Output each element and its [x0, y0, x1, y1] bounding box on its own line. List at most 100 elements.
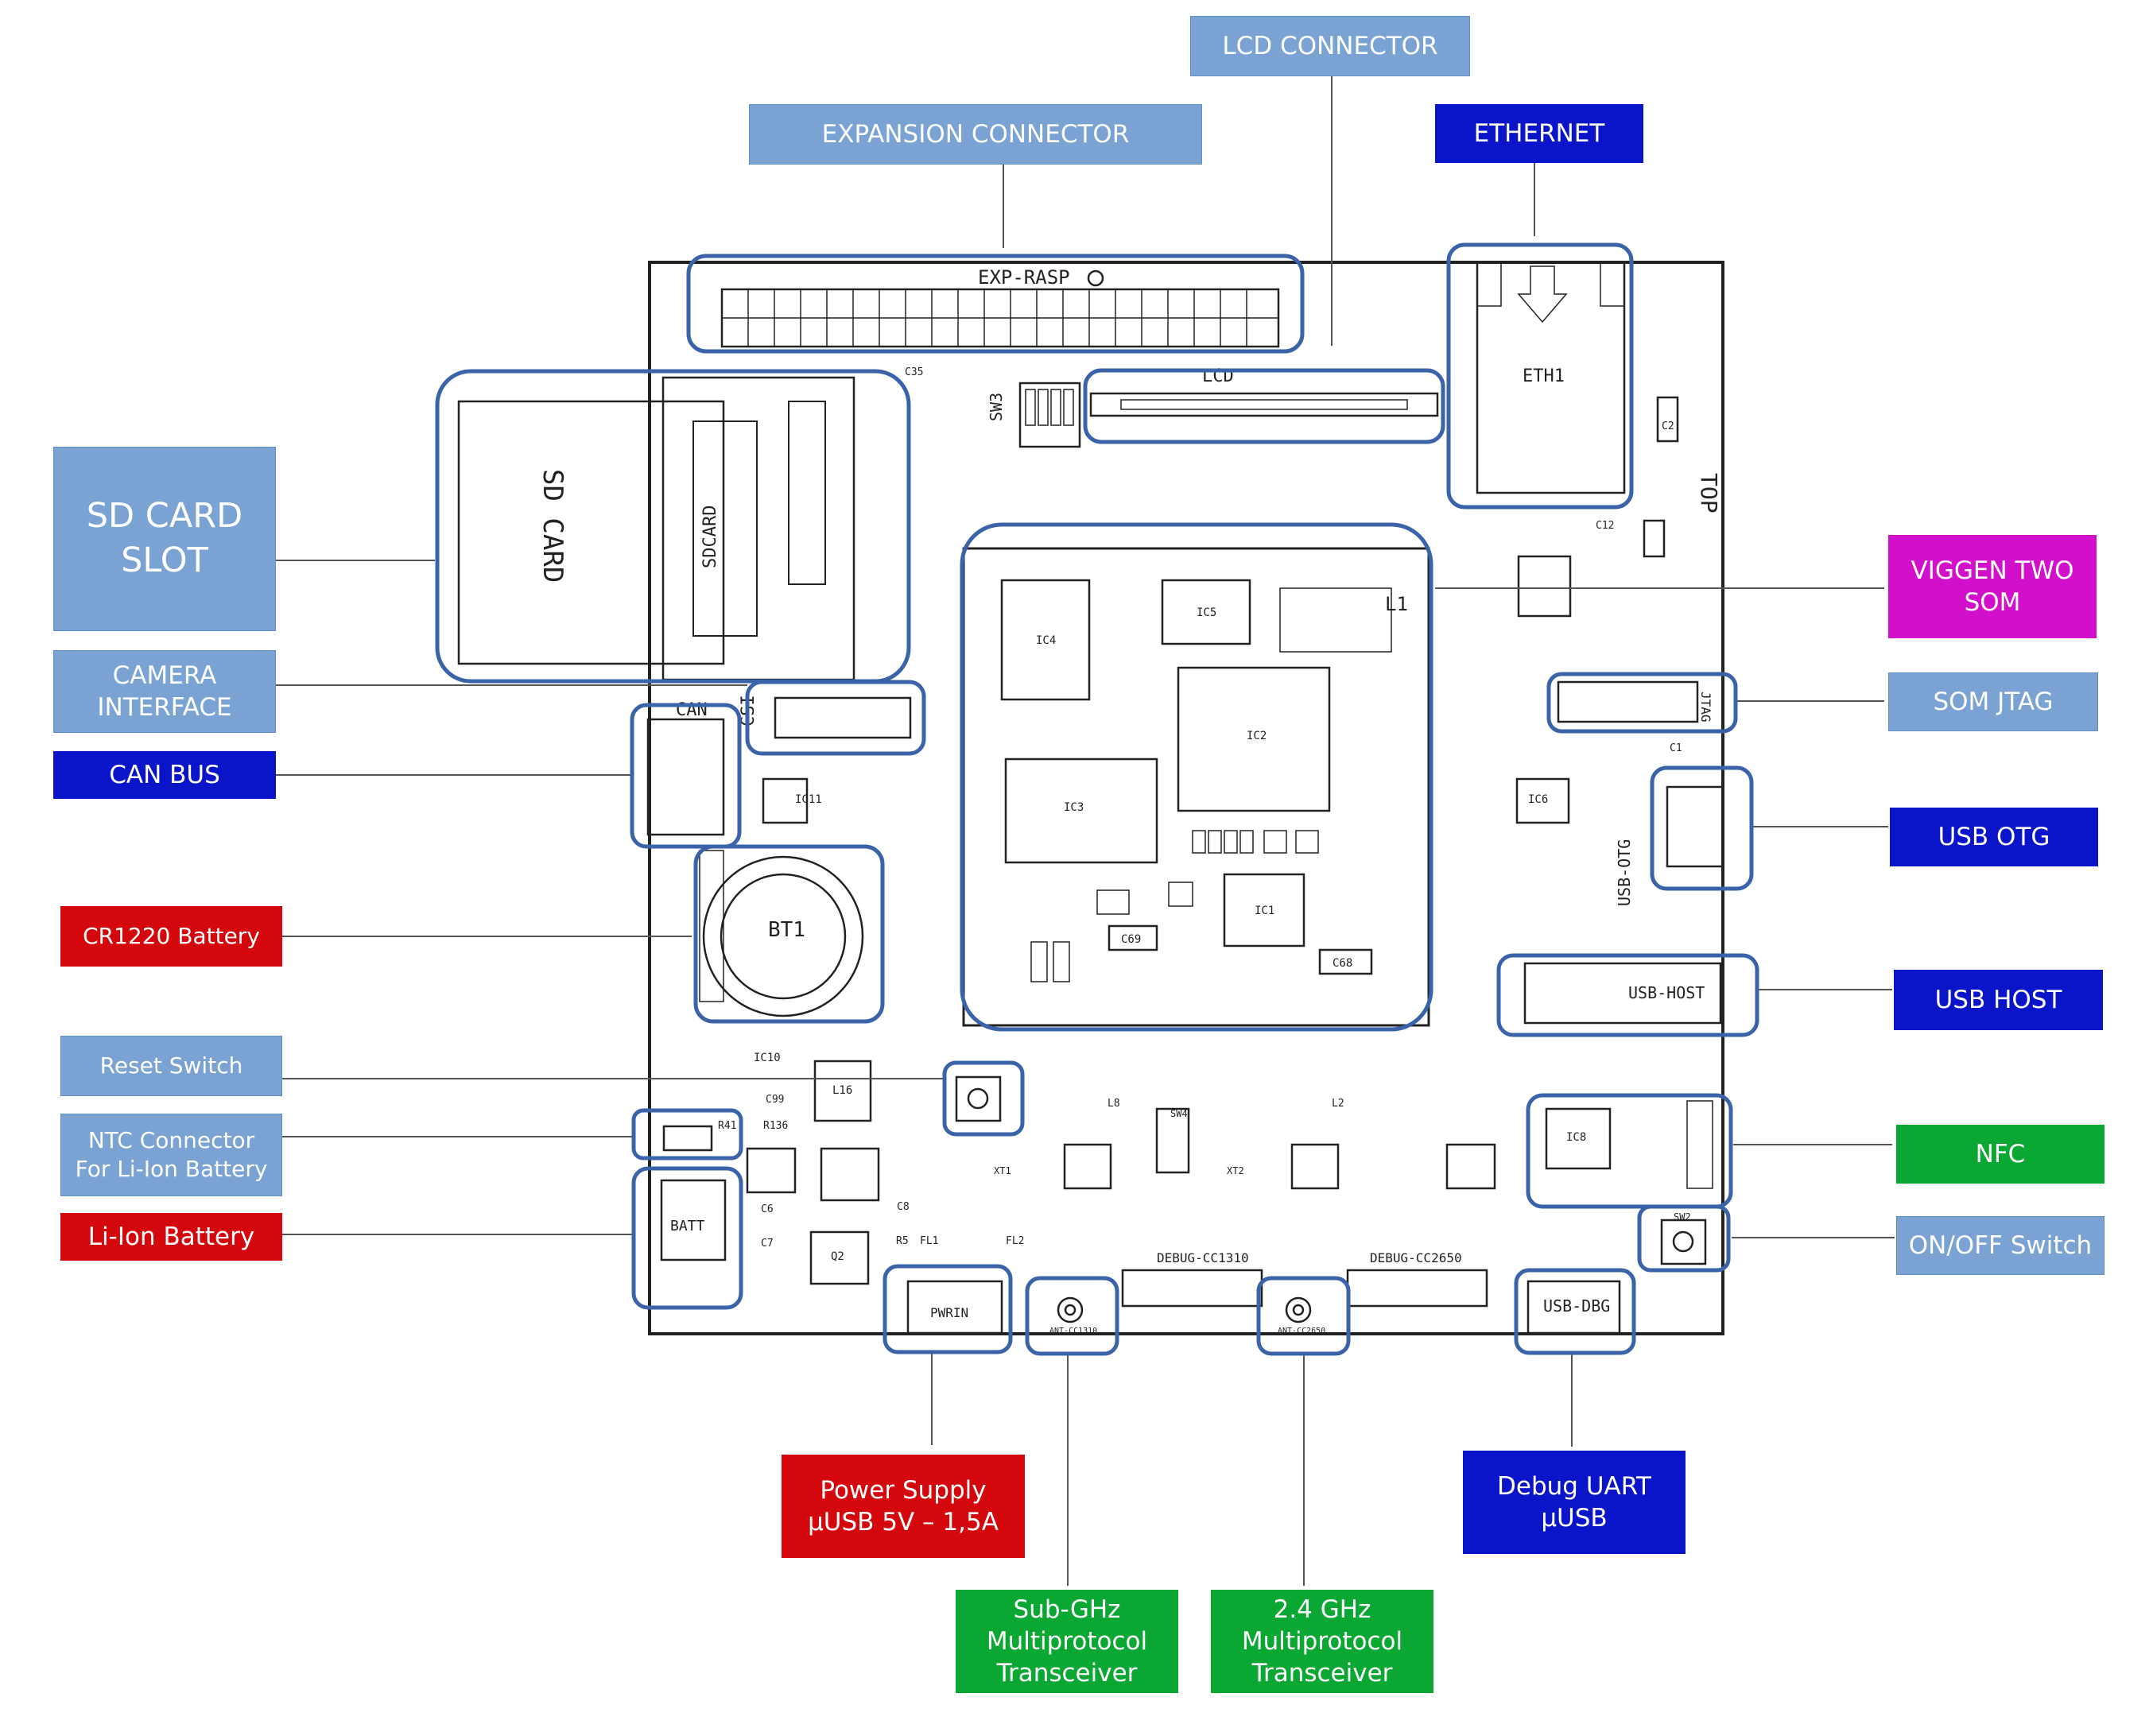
silk-ic1: IC1	[1255, 905, 1274, 917]
ant-cc1310-body	[1057, 1296, 1084, 1323]
ant-cc2650-body	[1285, 1296, 1312, 1323]
silk-c2: C2	[1662, 420, 1674, 432]
sw2-body	[1660, 1219, 1707, 1265]
silk-ic4: IC4	[1036, 634, 1056, 647]
hl-power	[883, 1264, 1013, 1354]
callout-sub-ghz-transceiver: Sub-GHz Multiprotocol Transceiver	[956, 1590, 1178, 1693]
silk-ant-cc2650: ANT-CC2650	[1278, 1327, 1325, 1335]
silk-top: TOP	[1696, 473, 1722, 513]
silk-sw3: SW3	[987, 393, 1006, 421]
silk-bt1: BT1	[768, 918, 805, 942]
silk-ant-cc1310: ANT-CC1310	[1049, 1327, 1097, 1335]
silk-ic8: IC8	[1566, 1131, 1586, 1144]
hl-otg	[1650, 765, 1754, 891]
som-body	[962, 547, 1430, 1027]
silk-usb-dbg: USB-DBG	[1543, 1296, 1610, 1316]
silk-l8: L8	[1108, 1098, 1120, 1110]
silk-eth1: ETH1	[1523, 366, 1565, 386]
silk-pwrin: PWRIN	[930, 1305, 968, 1320]
batt-body	[660, 1179, 727, 1261]
can-connector-body	[646, 718, 725, 836]
silk-c1: C1	[1670, 742, 1682, 754]
silk-sd-card: SD CARD	[537, 469, 568, 583]
hl-ntc	[631, 1108, 743, 1161]
silk-ic6: IC6	[1528, 793, 1548, 806]
silk-c6: C6	[761, 1203, 774, 1215]
hl-bt1	[693, 844, 885, 1024]
exp-header-pins	[722, 289, 1278, 347]
silk-c35: C35	[905, 366, 923, 378]
hl-nfc	[1526, 1093, 1733, 1209]
callout-on-off-switch: ON/OFF Switch	[1896, 1216, 2105, 1275]
hl-24ghz	[1256, 1276, 1351, 1356]
callout-nfc: NFC	[1896, 1125, 2105, 1184]
silk-l1: L1	[1385, 593, 1408, 615]
silk-fl1: FL1	[920, 1235, 938, 1247]
csi-connector-body	[774, 696, 912, 739]
c69-som	[1108, 924, 1158, 951]
hl-onoff	[1637, 1204, 1731, 1273]
callout-2-4ghz-transceiver: 2.4 GHz Multiprotocol Transceiver	[1211, 1590, 1433, 1693]
hl-host	[1496, 953, 1759, 1037]
silk-r136: R136	[763, 1120, 788, 1132]
ic2-som	[1177, 666, 1331, 812]
bt1-ring-outer	[702, 855, 864, 1017]
silk-sw4: SW4	[1170, 1108, 1188, 1119]
hl-liion	[631, 1166, 743, 1310]
hl-sd	[435, 369, 911, 684]
hl-camera	[745, 680, 926, 756]
hl-expansion	[686, 254, 1305, 354]
silk-r41: R41	[718, 1120, 736, 1132]
debug-cc1310-header	[1121, 1269, 1263, 1308]
hl-ethernet	[1446, 242, 1634, 510]
silk-ic2: IC2	[1247, 730, 1267, 742]
sw3-body	[1018, 382, 1081, 448]
callout-sd-card-slot: SD CARD SLOT	[53, 447, 276, 631]
silk-c12: C12	[1596, 520, 1614, 532]
usb-otg-body	[1666, 785, 1724, 868]
silk-xt1: XT1	[994, 1165, 1011, 1176]
silk-xt2: XT2	[1227, 1165, 1244, 1176]
callout-usb-otg: USB OTG	[1890, 808, 2098, 866]
pwrin-body	[906, 1280, 1003, 1335]
callout-power-supply: Power Supply μUSB 5V – 1,5A	[782, 1455, 1025, 1558]
hl-can	[630, 703, 742, 849]
callout-camera-interface: CAMERA INTERFACE	[53, 650, 276, 733]
silk-usb-host: USB-HOST	[1628, 983, 1705, 1002]
callout-viggen-two-som: VIGGEN TWO SOM	[1888, 535, 2097, 638]
silk-usb-otg: USB-OTG	[1615, 839, 1634, 906]
sw1-body	[955, 1075, 1002, 1122]
silk-ic3: IC3	[1064, 801, 1084, 814]
silk-batt: BATT	[670, 1218, 705, 1234]
callout-can-bus: CAN BUS	[53, 751, 276, 799]
callout-reset-switch: Reset Switch	[60, 1036, 282, 1096]
callout-cr1220-battery: CR1220 Battery	[60, 906, 282, 967]
hl-debug	[1514, 1268, 1636, 1355]
callout-debug-uart: Debug UART μUSB	[1463, 1451, 1686, 1554]
silk-c99: C99	[766, 1094, 784, 1106]
callout-li-ion-battery: Li-Ion Battery	[60, 1213, 282, 1261]
callout-usb-host: USB HOST	[1894, 970, 2103, 1030]
ic5-som	[1161, 579, 1251, 645]
ic3-som	[1004, 758, 1158, 864]
ic4-som	[1000, 579, 1091, 701]
c68-som	[1318, 948, 1373, 975]
silk-exp-rasp: EXP-RASP	[978, 266, 1070, 289]
jtag-header-body	[1557, 680, 1699, 723]
callout-ntc-connector: NTC Connector For Li-Ion Battery	[60, 1114, 282, 1196]
silk-ic11: IC11	[795, 793, 822, 806]
usb-host-body	[1523, 962, 1722, 1025]
silk-sdcard: SDCARD	[700, 506, 720, 568]
silk-q2: Q2	[831, 1250, 844, 1263]
ntc-body	[662, 1125, 713, 1152]
callout-ethernet: ETHERNET	[1435, 104, 1643, 163]
silk-debug-cc2650: DEBUG-CC2650	[1370, 1250, 1462, 1265]
silk-l2: L2	[1332, 1098, 1344, 1110]
callout-expansion-connector: EXPANSION CONNECTOR	[749, 104, 1202, 165]
hl-lcd	[1083, 368, 1445, 444]
hl-som	[960, 522, 1433, 1032]
silk-ic5: IC5	[1197, 606, 1216, 619]
silk-c8: C8	[897, 1201, 910, 1213]
eth-jack-body	[1476, 261, 1626, 494]
silk-c69: C69	[1121, 933, 1141, 946]
